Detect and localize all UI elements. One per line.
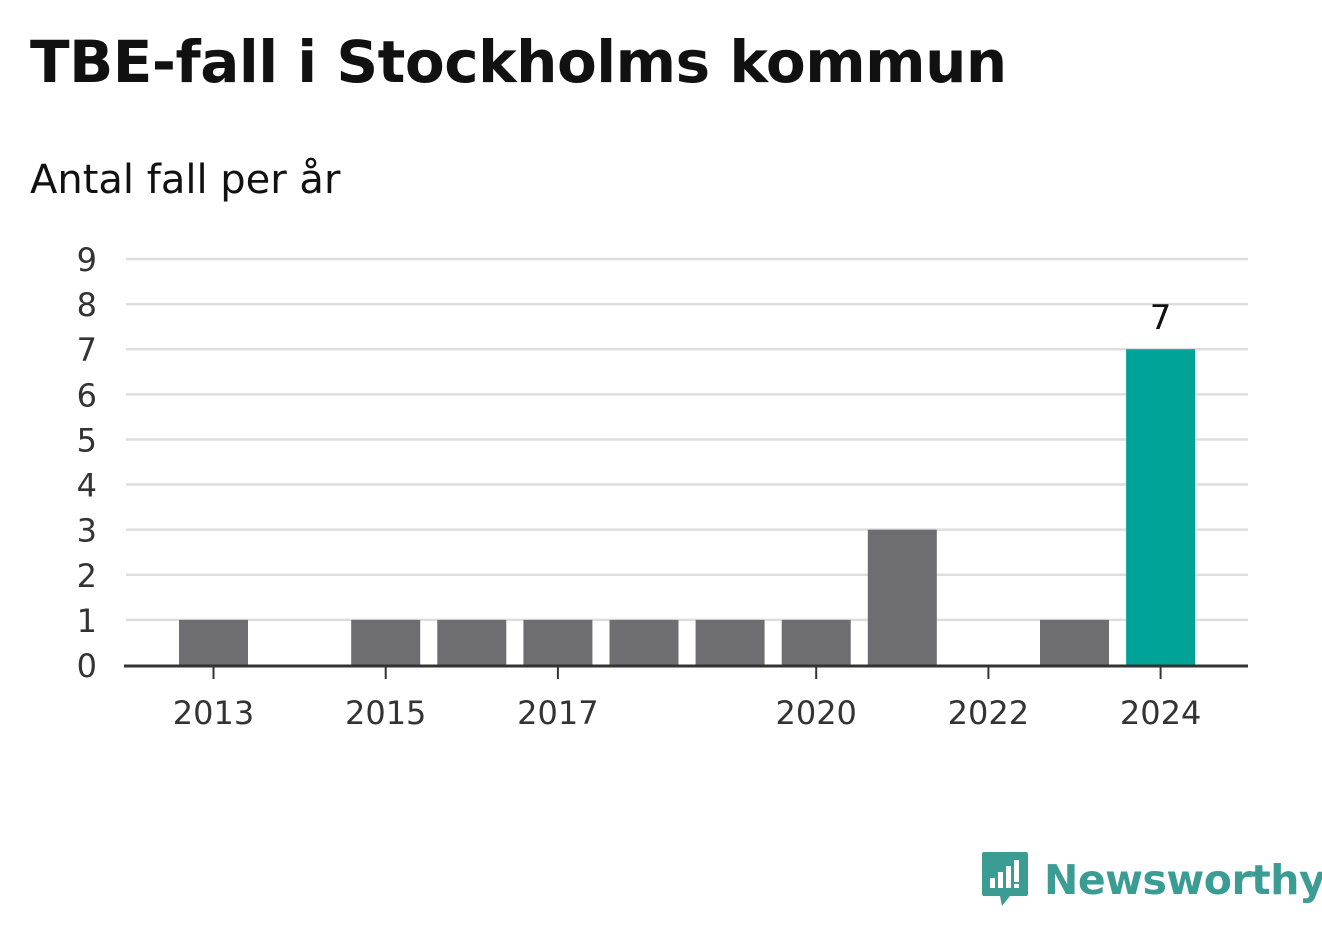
x-tick-label: 2022 bbox=[948, 694, 1029, 732]
y-tick-label: 2 bbox=[77, 557, 97, 595]
bar-2018 bbox=[609, 619, 679, 665]
bar-2013 bbox=[179, 619, 248, 665]
bar-2019 bbox=[695, 619, 765, 665]
bar-2016 bbox=[437, 619, 507, 665]
bar-chart: 0 1 2 3 4 5 6 7 8 9 2013 2015 2017 2020 2022 2024 7 bbox=[77, 241, 1248, 732]
logo-text: Newsworthy bbox=[1044, 855, 1322, 904]
gridlines bbox=[126, 257, 1248, 622]
y-tick-label: 6 bbox=[77, 376, 97, 414]
newsworthy-logo: Newsworthy bbox=[980, 850, 1322, 910]
y-tick-label: 0 bbox=[77, 647, 97, 685]
y-tick-label: 9 bbox=[77, 241, 97, 279]
chart-subtitle: Antal fall per år bbox=[30, 157, 341, 203]
bar-2020 bbox=[781, 619, 851, 665]
x-tick-label: 2015 bbox=[345, 694, 426, 732]
data-label-2024: 7 bbox=[1150, 298, 1172, 338]
y-tick-label: 3 bbox=[77, 512, 97, 550]
bar-chart-speech-bubble-icon bbox=[982, 852, 1028, 906]
y-tick-label: 8 bbox=[77, 286, 97, 324]
y-axis-ticks: 0 1 2 3 4 5 6 7 8 9 bbox=[77, 241, 97, 685]
bar-2017 bbox=[523, 619, 593, 665]
chart-title: TBE-fall i Stockholms kommun bbox=[30, 28, 1007, 96]
y-tick-label: 1 bbox=[77, 602, 97, 640]
data-labels: 7 bbox=[1150, 298, 1172, 338]
x-tick-label: 2017 bbox=[517, 694, 598, 732]
bar-2023 bbox=[1040, 619, 1109, 665]
y-tick-label: 7 bbox=[77, 331, 97, 369]
bars bbox=[179, 349, 1196, 665]
bar-2021 bbox=[867, 529, 937, 665]
bar-2024 bbox=[1126, 349, 1196, 665]
y-tick-label: 4 bbox=[77, 467, 97, 505]
x-tick-label: 2024 bbox=[1120, 694, 1201, 732]
y-tick-label: 5 bbox=[77, 421, 97, 459]
x-tick-label: 2020 bbox=[775, 694, 856, 732]
x-axis-ticks: 2013 2015 2017 2020 2022 2024 bbox=[173, 667, 1201, 732]
x-tick-label: 2013 bbox=[173, 694, 254, 732]
bar-2015 bbox=[351, 619, 421, 665]
